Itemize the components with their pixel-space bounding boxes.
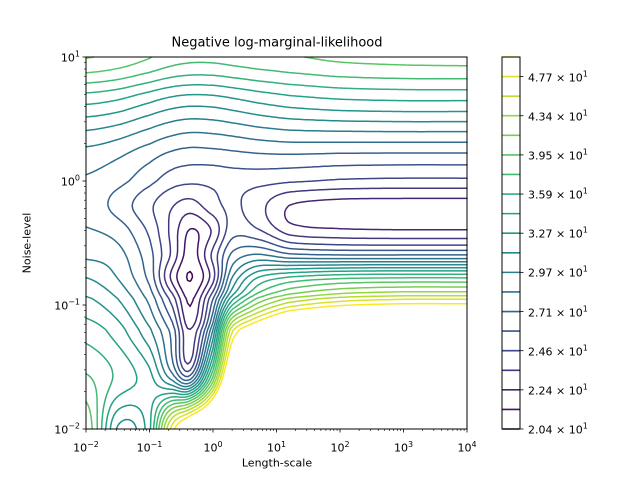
contour-lines xyxy=(85,56,468,430)
x-tick-label: 10−1 xyxy=(136,440,163,455)
x-tick-label: 104 xyxy=(457,440,477,455)
colorbar-tick-label: 2.71 × 101 xyxy=(528,304,588,319)
contour-level-line xyxy=(163,290,468,430)
x-tick-label: 100 xyxy=(203,440,223,455)
contour-level-line xyxy=(169,298,468,430)
y-tick-label: 10−2 xyxy=(54,421,80,437)
contour-level-line xyxy=(185,270,194,283)
y-tick-label: 101 xyxy=(60,49,80,65)
colorbar-tick-label: 2.04 × 101 xyxy=(528,421,588,437)
colorbar-tick-label: 4.77 × 101 xyxy=(528,69,588,84)
colorbar-tick-label: 3.59 × 101 xyxy=(528,186,588,202)
contour-level-line xyxy=(85,118,468,388)
axes-frame-and-ticks xyxy=(82,56,468,433)
contour-level-line xyxy=(163,187,468,365)
contour-level-line xyxy=(166,294,468,430)
x-tick-label: 102 xyxy=(330,440,350,455)
contour-level-line xyxy=(85,93,468,430)
colorbar-tick-label: 3.27 × 101 xyxy=(528,225,588,241)
contour-level-line xyxy=(85,61,468,430)
plot-title: Negative log-marginal-likelihood xyxy=(171,35,383,51)
colorbar-tick-label: 2.46 × 101 xyxy=(528,343,588,358)
contour-level-line xyxy=(85,74,468,430)
contour-level-line xyxy=(131,163,468,378)
colorbar-tick-label: 4.34 × 101 xyxy=(528,108,588,124)
contour-level-line xyxy=(85,56,468,430)
x-tick-label: 103 xyxy=(393,440,414,455)
colorbar xyxy=(501,56,524,430)
contour-level-line xyxy=(169,197,468,331)
colorbar-tick-label: 3.95 × 101 xyxy=(528,147,588,163)
y-axis-label: Noise-level xyxy=(20,212,34,274)
x-axis-label: Length-scale xyxy=(241,456,313,470)
contour-level-line xyxy=(152,177,468,373)
contour-level-line xyxy=(107,146,468,382)
x-tick-label: 101 xyxy=(266,440,287,455)
contour-level-line xyxy=(85,56,468,430)
contour-level-line xyxy=(176,227,205,308)
contour-level-line xyxy=(85,131,468,385)
y-tick-label: 100 xyxy=(60,173,80,189)
x-tick-label: 10−2 xyxy=(73,440,99,455)
contour-level-line xyxy=(85,84,468,430)
colorbar-tick-label: 2.97 × 101 xyxy=(528,265,588,280)
colorbar-tick-label: 2.24 × 101 xyxy=(528,382,588,398)
y-tick-label: 10−1 xyxy=(54,297,80,313)
